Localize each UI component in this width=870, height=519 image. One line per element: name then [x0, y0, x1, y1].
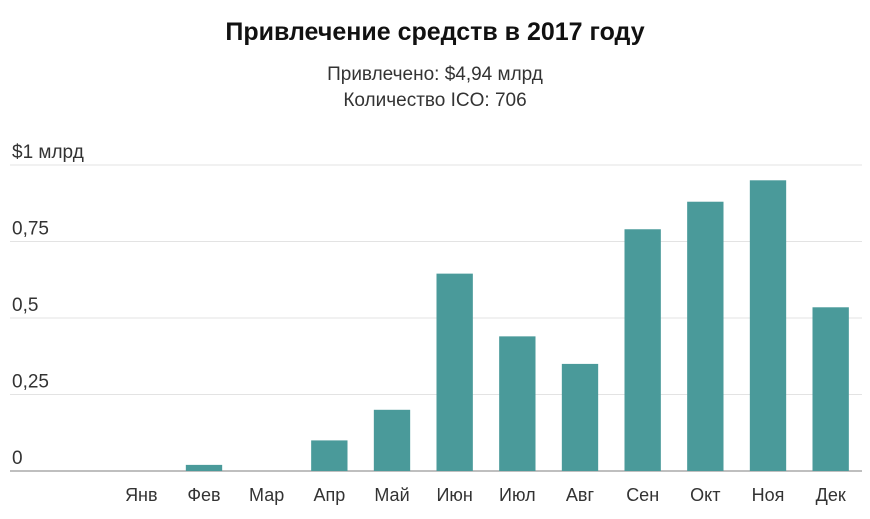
x-tick-label: Сен: [626, 485, 659, 505]
y-tick-label: 0,75: [12, 219, 49, 240]
bar-4: [311, 440, 348, 471]
bar-12: [812, 307, 849, 471]
chart-subtitle-raised: Привлечено: $4,94 млрд: [327, 64, 543, 85]
x-tick-label: Окт: [690, 485, 720, 505]
x-tick-label: Июн: [436, 485, 472, 505]
x-tick-label: Июл: [499, 485, 536, 505]
chart-subtitle-ico-count: Количество ICO: 706: [343, 90, 527, 111]
bar-10: [687, 201, 724, 471]
bar-9: [624, 229, 661, 471]
bars: [185, 180, 849, 472]
grid-lines: [10, 164, 862, 472]
bar-7: [499, 336, 536, 471]
x-tick-label: Апр: [313, 485, 345, 505]
x-tick-label: Фев: [187, 485, 220, 505]
bar-5: [373, 409, 411, 471]
x-tick-label: Май: [374, 485, 409, 505]
x-tick-label: Дек: [816, 485, 846, 505]
chart-title: Привлечение средств в 2017 году: [225, 18, 645, 46]
x-tick-label: Мар: [249, 485, 284, 505]
bar-2: [185, 464, 223, 471]
bar-6: [436, 273, 473, 471]
x-tick-label: Ноя: [752, 485, 785, 505]
y-tick-label: 0: [12, 448, 23, 469]
bar-8: [561, 363, 599, 471]
x-tick-label: Авг: [566, 485, 595, 505]
y-tick-label: 0,5: [12, 295, 38, 316]
bar-11: [749, 180, 787, 472]
x-tick-label: Янв: [125, 485, 158, 505]
y-tick-label: 0,25: [12, 372, 49, 393]
y-axis-ticks: 0 0,25 0,5 0,75 $1 млрд: [12, 142, 84, 469]
x-axis-ticks: Янв Фев Мар Апр Май Июн Июл Авг Сен Окт Ноя Дек: [125, 485, 846, 505]
y-tick-label: $1 млрд: [12, 142, 84, 163]
